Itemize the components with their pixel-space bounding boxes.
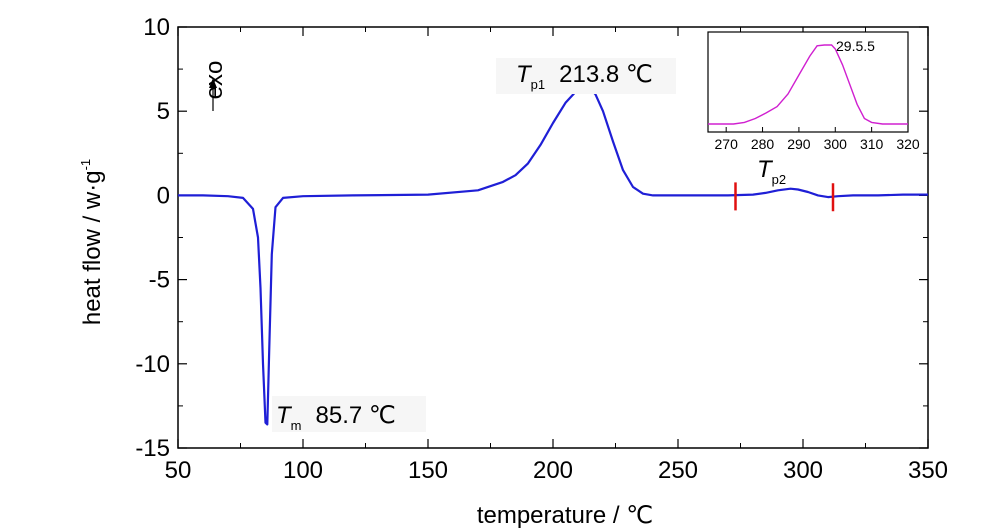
- y-tick-label: -15: [135, 435, 170, 462]
- range-markers: [734, 182, 835, 212]
- annotation-tp1: Tp1 213.8 ℃: [496, 58, 676, 94]
- inset-tick-labels: 270 280 290 300 310 320: [715, 136, 920, 152]
- annotation-tp2-subscript: p2: [772, 172, 786, 187]
- annotation-tp2-symbol: T: [757, 156, 774, 183]
- inset-x-tick-label: 290: [787, 136, 811, 152]
- y-tick-label: 0: [157, 182, 170, 209]
- inset-x-tick-label: 310: [860, 136, 884, 152]
- annotation-tp2: Tp2: [757, 156, 786, 187]
- exo-indicator: exo: [201, 61, 228, 111]
- exo-arrow-head: [209, 78, 217, 88]
- inset-x-tick-label: 270: [715, 136, 739, 152]
- x-tick-label: 250: [658, 457, 698, 484]
- y-axis-title-main: heat flow / w·g: [79, 170, 106, 325]
- x-tick-label: 300: [783, 457, 823, 484]
- x-tick-label: 350: [908, 457, 948, 484]
- main-tick-labels: 50 100 150 200 250 300 350 -15 -10 -5 0 5 10: [135, 14, 948, 484]
- inset-frame: [707, 31, 909, 133]
- y-tick-label: 10: [143, 14, 170, 41]
- annotation-tm-background: [272, 396, 426, 432]
- annotation-tm-text: Tm 85.7 ℃: [276, 402, 396, 433]
- inset-axis-ticks: [725, 127, 909, 132]
- inset-x-tick-label: 300: [824, 136, 848, 152]
- annotation-tp1-subscript: p1: [531, 77, 545, 92]
- inset-series-line: [708, 44, 908, 125]
- annotation-tm-subscript: m: [291, 418, 302, 433]
- annotation-tp1-symbol: T: [516, 61, 533, 88]
- x-tick-label: 150: [408, 457, 448, 484]
- annotation-tm: Tm 85.7 ℃: [272, 396, 426, 433]
- inset-x-tick-label: 320: [896, 136, 920, 152]
- annotation-tm-value: 85.7 ℃: [316, 402, 396, 429]
- annotation-tp1-value: 213.8 ℃: [559, 61, 653, 88]
- inset-x-tick-label: 280: [751, 136, 775, 152]
- heat-flow-series-line: [178, 84, 928, 426]
- x-tick-label: 200: [533, 457, 573, 484]
- annotation-tp2-text: Tp2: [757, 156, 786, 187]
- annotation-tm-symbol: T: [276, 402, 293, 429]
- y-tick-label: -5: [149, 267, 170, 294]
- exo-label: exo: [201, 61, 228, 100]
- x-tick-label: 100: [283, 457, 323, 484]
- inset-chart: 270 280 290 300 310 320 29.5.5: [707, 31, 920, 152]
- x-axis-title: temperature / ℃: [477, 502, 653, 529]
- inset-peak-label: 29.5.5: [836, 38, 875, 54]
- annotation-tp1-background: [496, 58, 676, 94]
- x-tick-label: 50: [165, 457, 192, 484]
- y-tick-label: -10: [135, 351, 170, 378]
- annotation-tp1-text: Tp1 213.8 ℃: [516, 61, 653, 92]
- y-axis-title-superscript: -1: [78, 159, 93, 171]
- y-tick-label: 5: [157, 98, 170, 125]
- y-axis-title: heat flow / w·g-1: [78, 159, 106, 325]
